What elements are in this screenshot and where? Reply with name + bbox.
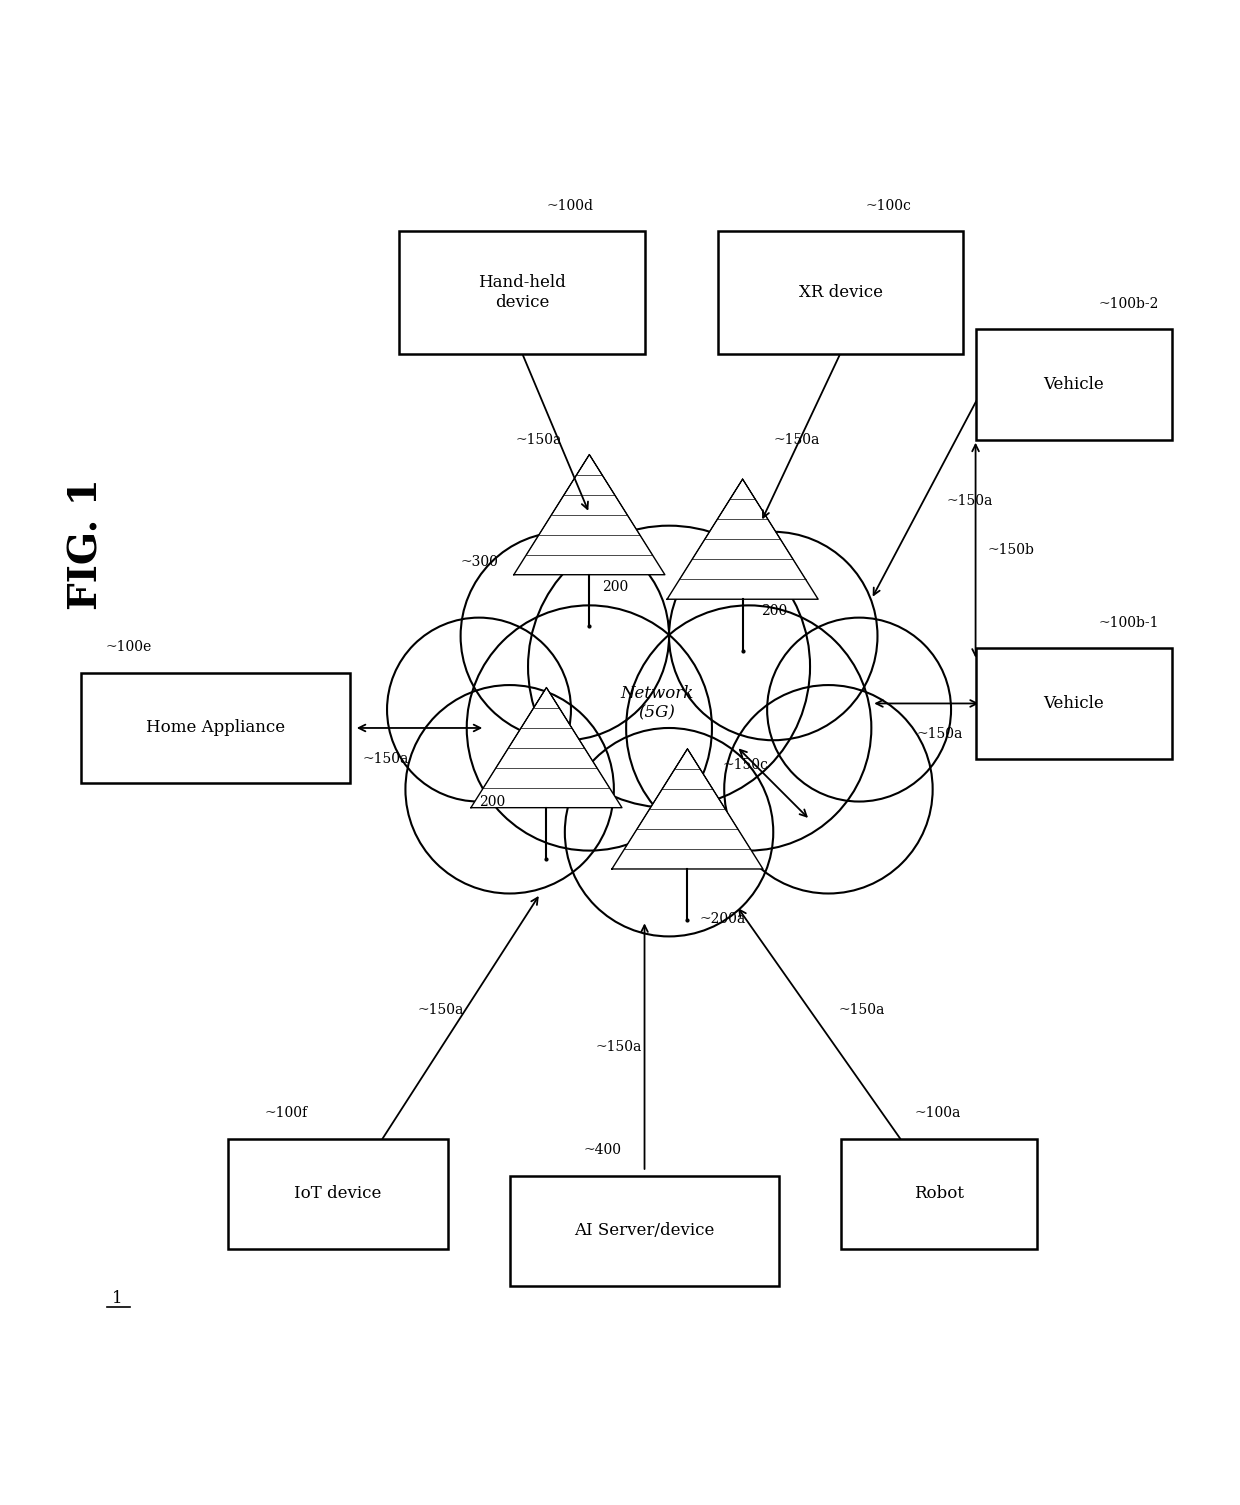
Text: Vehicle: Vehicle — [1043, 376, 1104, 393]
Circle shape — [724, 685, 932, 894]
Circle shape — [528, 525, 810, 808]
Text: Vehicle: Vehicle — [1043, 695, 1104, 712]
Text: ~400: ~400 — [583, 1144, 621, 1157]
Text: AI Server/device: AI Server/device — [574, 1222, 714, 1239]
Text: FIG. 1: FIG. 1 — [68, 479, 105, 610]
Text: ~150a: ~150a — [774, 433, 820, 447]
Text: IoT device: IoT device — [294, 1186, 382, 1202]
Bar — [228, 1139, 449, 1249]
Circle shape — [460, 531, 670, 740]
Polygon shape — [611, 749, 763, 868]
Bar — [841, 1139, 1037, 1249]
Text: ~100f: ~100f — [264, 1106, 308, 1120]
Text: ~100a: ~100a — [914, 1106, 961, 1120]
Bar — [81, 673, 350, 783]
Text: ~100e: ~100e — [105, 641, 151, 655]
Text: 1: 1 — [112, 1290, 123, 1306]
Text: ~150a: ~150a — [946, 494, 992, 509]
Bar — [718, 232, 963, 354]
Polygon shape — [471, 688, 622, 808]
Text: ~150c: ~150c — [723, 757, 769, 772]
Bar — [976, 330, 1172, 439]
Text: ~150a: ~150a — [362, 751, 409, 766]
Text: ~150a: ~150a — [516, 433, 562, 447]
Polygon shape — [513, 455, 665, 575]
Text: ~150a: ~150a — [595, 1040, 642, 1054]
Text: ~200a: ~200a — [699, 912, 746, 926]
Text: 200: 200 — [479, 795, 505, 808]
Text: ~150b: ~150b — [988, 543, 1034, 557]
Text: ~150a: ~150a — [838, 1002, 884, 1017]
Circle shape — [565, 728, 774, 936]
Text: 200: 200 — [601, 579, 627, 594]
Circle shape — [626, 605, 872, 850]
Text: Robot: Robot — [914, 1186, 963, 1202]
Circle shape — [405, 685, 614, 894]
Bar — [399, 232, 645, 354]
Text: Network
(5G): Network (5G) — [620, 685, 693, 722]
Text: ~100b-2: ~100b-2 — [1099, 296, 1158, 312]
Bar — [976, 649, 1172, 759]
Circle shape — [466, 605, 712, 850]
Text: ~300: ~300 — [460, 555, 498, 569]
Circle shape — [670, 531, 878, 740]
Text: ~150a: ~150a — [916, 727, 963, 740]
Text: ~100d: ~100d — [547, 199, 594, 214]
Circle shape — [387, 617, 570, 802]
Text: 200: 200 — [761, 605, 787, 619]
Text: ~100c: ~100c — [866, 199, 911, 214]
Circle shape — [768, 617, 951, 802]
Text: ~100b-1: ~100b-1 — [1099, 616, 1158, 631]
Bar — [510, 1175, 780, 1285]
Polygon shape — [667, 479, 818, 599]
Text: XR device: XR device — [799, 284, 883, 301]
Text: ~150a: ~150a — [418, 1002, 464, 1017]
Text: Hand-held
device: Hand-held device — [479, 274, 565, 312]
Text: Home Appliance: Home Appliance — [146, 719, 285, 736]
